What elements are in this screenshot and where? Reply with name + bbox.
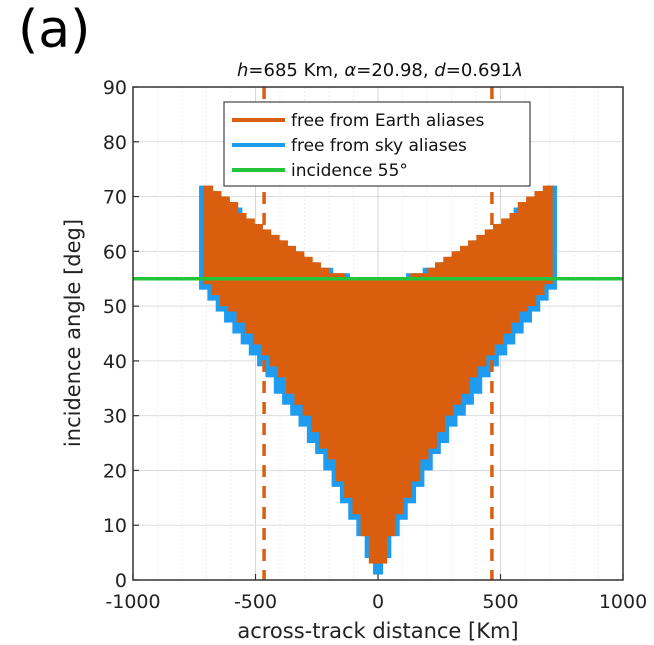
- x-tick-label: 0: [372, 591, 384, 613]
- legend-label-earth: free from Earth aliases: [291, 111, 484, 131]
- y-axis-label: incidence angle [deg]: [61, 219, 85, 447]
- earth-bar: [219, 196, 230, 307]
- earth-bar: [211, 191, 222, 296]
- earth-bar: [319, 267, 330, 449]
- earth-bar: [360, 278, 371, 537]
- legend-label-sky: free from sky aliases: [291, 136, 467, 156]
- panel-label: (a): [18, 0, 91, 60]
- legend: free from Earth aliases free from sky al…: [223, 101, 531, 187]
- y-tick-label: 0: [115, 570, 127, 592]
- earth-bar: [468, 240, 479, 378]
- earth-bar: [501, 218, 512, 334]
- earth-bar: [244, 218, 255, 334]
- bars: [199, 185, 557, 575]
- x-tick-label: -500: [234, 591, 277, 613]
- x-tick-label: 500: [482, 591, 518, 613]
- ticks: 0 10 20 30 40 50 60 70 80 90 -1000 -500 0 500 1000: [103, 77, 647, 613]
- earth-bar: [484, 229, 495, 356]
- earth-bar: [401, 278, 412, 498]
- earth-bar: [534, 191, 545, 296]
- earth-bar: [327, 273, 338, 460]
- earth-bar: [228, 202, 239, 312]
- earth-bar: [335, 273, 346, 482]
- y-tick-label: 20: [103, 460, 127, 482]
- earth-bar: [344, 278, 355, 498]
- earth-bar: [385, 278, 396, 537]
- earth-bar: [476, 234, 487, 367]
- x-tick-label: -1000: [105, 591, 160, 613]
- y-tick-label: 60: [103, 241, 127, 263]
- dashed-lines: [262, 87, 494, 580]
- x-tick-label: 1000: [599, 591, 647, 613]
- earth-bar: [277, 240, 288, 378]
- earth-bar: [352, 278, 363, 515]
- legend-label-incidence: incidence 55°: [291, 161, 408, 181]
- earth-bar: [393, 278, 404, 515]
- y-tick-label: 90: [103, 77, 127, 99]
- earth-bar: [294, 251, 305, 405]
- y-tick-label: 40: [103, 351, 127, 373]
- earth-bar: [451, 251, 462, 405]
- earth-bar: [377, 278, 388, 564]
- earth-bar: [269, 234, 280, 367]
- earth-bar: [203, 185, 214, 285]
- earth-bar: [443, 256, 454, 416]
- earth-bar: [261, 229, 272, 356]
- earth-bar: [302, 256, 313, 416]
- earth-bar: [434, 262, 445, 433]
- earth-bar: [418, 273, 429, 460]
- y-tick-label: 50: [103, 296, 127, 318]
- earth-bar: [517, 202, 528, 312]
- earth-bar: [286, 245, 297, 394]
- earth-bar: [459, 245, 470, 394]
- earth-bar: [493, 223, 504, 345]
- earth-bar: [368, 278, 379, 564]
- earth-bar: [426, 267, 437, 449]
- earth-bar: [526, 196, 537, 307]
- y-tick-label: 10: [103, 515, 127, 537]
- earth-bar: [252, 223, 263, 345]
- earth-bar: [311, 262, 322, 433]
- y-tick-label: 30: [103, 406, 127, 428]
- chart-title: h=685 Km, α=20.98, d=0.691λ: [237, 60, 523, 81]
- earth-bar: [509, 212, 520, 323]
- earth-bar: [236, 212, 247, 323]
- earth-bar: [410, 273, 421, 482]
- earth-bar: [542, 185, 553, 285]
- x-axis-label: across-track distance [Km]: [237, 619, 518, 643]
- y-tick-label: 80: [103, 132, 127, 154]
- y-tick-label: 70: [103, 187, 127, 209]
